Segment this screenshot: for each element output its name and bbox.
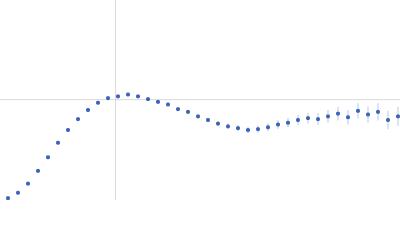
data-point — [386, 118, 390, 122]
data-point — [106, 96, 110, 101]
data-point — [66, 128, 70, 132]
data-point — [196, 114, 200, 119]
chart — [0, 0, 400, 200]
data-point — [266, 125, 270, 130]
data-point — [186, 109, 190, 114]
data-point — [376, 109, 380, 114]
data-point — [176, 107, 180, 112]
page: {"chart_data": { "type": "scatter", "xli… — [0, 0, 400, 200]
data-point — [216, 121, 220, 126]
data-point — [326, 114, 330, 119]
data-point — [146, 97, 150, 102]
data-point — [226, 124, 230, 129]
data-point — [246, 128, 250, 132]
data-point — [76, 117, 80, 122]
data-point — [306, 116, 310, 121]
data-point — [296, 118, 300, 122]
data-point — [276, 122, 280, 127]
data-point — [6, 196, 10, 200]
data-point — [136, 94, 140, 99]
data-point — [96, 100, 100, 105]
data-point — [156, 99, 160, 104]
data-point — [116, 94, 120, 99]
data-point — [46, 155, 50, 160]
data-point — [206, 118, 210, 122]
data-point — [286, 120, 290, 125]
data-point — [166, 102, 170, 107]
data-point — [336, 111, 340, 116]
data-point — [366, 112, 370, 117]
data-point — [256, 127, 260, 132]
data-point — [236, 126, 240, 131]
data-point — [36, 168, 40, 173]
data-point — [16, 190, 20, 195]
data-point — [396, 114, 400, 119]
data-point — [316, 117, 320, 122]
data-point — [346, 115, 350, 120]
data-point — [126, 92, 130, 97]
data-point — [356, 108, 360, 113]
data-point — [56, 140, 60, 145]
data-point — [86, 108, 90, 112]
data-point — [26, 181, 30, 186]
